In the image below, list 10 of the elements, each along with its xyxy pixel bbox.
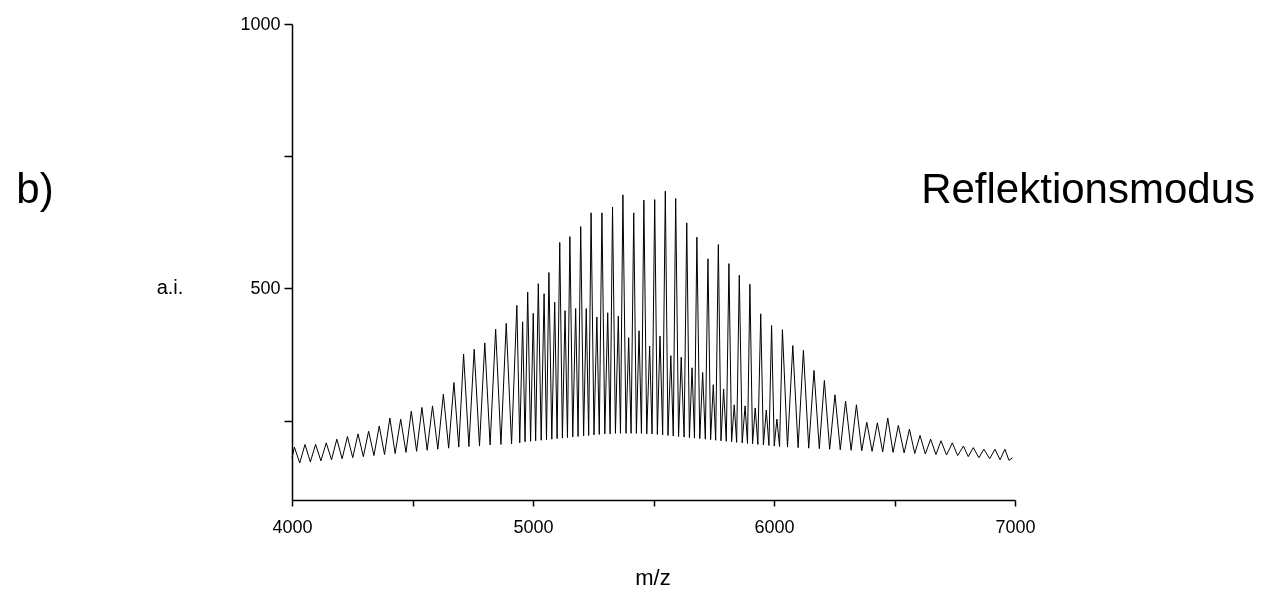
annotation: Reflektionsmodus [921,165,1255,212]
x-tick-label: 5000 [513,516,554,537]
x-tick-label: 4000 [272,516,313,537]
y-tick-label: 500 [250,277,281,298]
y-tick-label: 1000 [240,13,281,34]
x-tick-label: 7000 [995,516,1036,537]
x-tick-label: 6000 [754,516,795,537]
y-axis-title: a.i. [156,276,184,298]
text: b) [16,165,54,212]
x-axis-title: m/z [635,565,671,589]
